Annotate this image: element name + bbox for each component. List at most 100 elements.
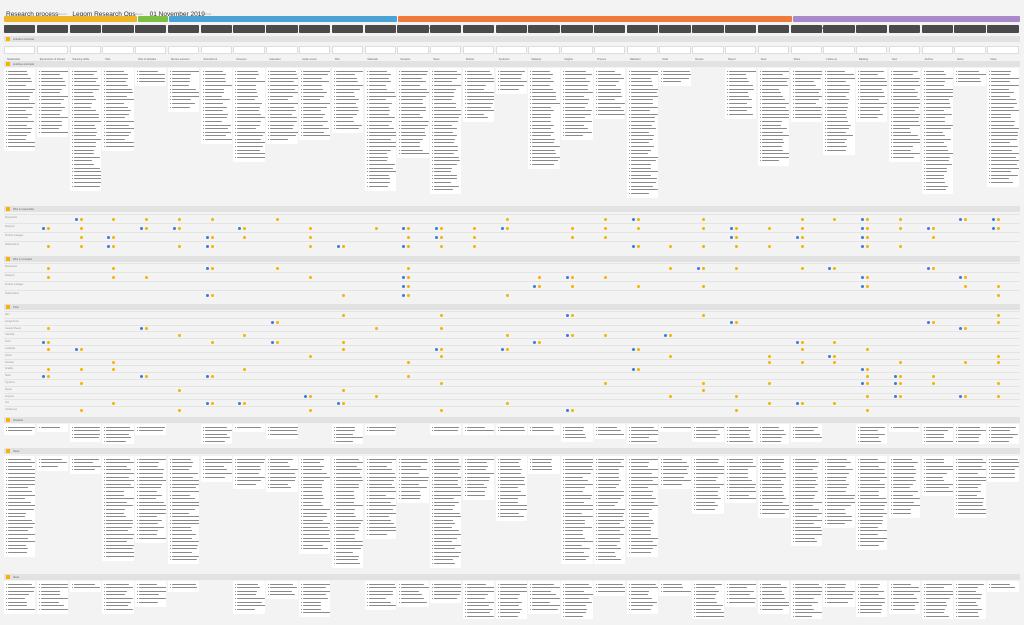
assignment-marker-icon[interactable] xyxy=(730,236,734,239)
step-subheader-9[interactable]: Guide review xyxy=(298,46,331,61)
assignment-marker-icon[interactable] xyxy=(172,227,176,230)
assignment-marker-icon[interactable] xyxy=(828,354,832,358)
assignment-marker-icon[interactable] xyxy=(893,395,897,399)
assignment-marker-icon[interactable] xyxy=(341,245,345,248)
sticky-note[interactable] xyxy=(921,68,954,195)
sticky-note[interactable] xyxy=(69,68,101,191)
assignment-marker-icon[interactable] xyxy=(833,361,837,365)
sticky-note[interactable] xyxy=(266,424,298,439)
assignment-marker-icon[interactable] xyxy=(341,313,345,317)
assignment-marker-icon[interactable] xyxy=(407,285,411,288)
step-subheader-16[interactable]: Mapping xyxy=(528,46,560,61)
step-subheader-11[interactable]: Materials xyxy=(364,46,396,61)
step-header-25[interactable]: Follow up xyxy=(823,25,855,39)
assignment-marker-icon[interactable] xyxy=(402,276,406,279)
assignment-marker-icon[interactable] xyxy=(407,294,411,297)
assignment-marker-icon[interactable] xyxy=(866,409,870,413)
assignment-marker-icon[interactable] xyxy=(669,395,673,399)
assignment-marker-icon[interactable] xyxy=(931,267,935,270)
lane-header-notes[interactable]: Notes xyxy=(4,448,1020,454)
assignment-marker-icon[interactable] xyxy=(735,395,739,399)
assignment-marker-icon[interactable] xyxy=(374,395,378,399)
assignment-marker-icon[interactable] xyxy=(931,381,935,385)
sticky-note[interactable] xyxy=(593,456,626,565)
sticky-note[interactable] xyxy=(921,424,954,444)
sticky-note[interactable] xyxy=(462,456,495,500)
assignment-marker-icon[interactable] xyxy=(440,381,444,385)
sticky-note[interactable] xyxy=(135,456,167,543)
sticky-note[interactable] xyxy=(954,581,986,619)
step-header-26[interactable]: Backlog xyxy=(856,25,888,39)
sticky-note[interactable] xyxy=(790,424,822,443)
assignment-marker-icon[interactable] xyxy=(112,276,116,279)
sticky-note[interactable] xyxy=(528,424,560,436)
assignment-marker-icon[interactable] xyxy=(997,354,1001,358)
assignment-marker-icon[interactable] xyxy=(566,276,570,279)
assignment-marker-icon[interactable] xyxy=(308,236,312,239)
step-header-0[interactable]: Identifying the problem xyxy=(4,25,36,39)
step-header-13[interactable]: Note taking xyxy=(430,25,462,39)
assignment-marker-icon[interactable] xyxy=(997,227,1001,230)
sticky-note[interactable] xyxy=(888,581,921,614)
assignment-marker-icon[interactable] xyxy=(308,354,312,358)
sticky-note[interactable] xyxy=(790,68,822,123)
phase-presentation[interactable]: Presentation of Findings xyxy=(793,16,1020,30)
sticky-note[interactable] xyxy=(987,456,1019,482)
assignment-marker-icon[interactable] xyxy=(795,341,799,345)
sticky-note[interactable] xyxy=(659,68,691,87)
sticky-note[interactable] xyxy=(331,456,364,568)
assignment-marker-icon[interactable] xyxy=(303,395,307,399)
assignment-marker-icon[interactable] xyxy=(931,320,935,324)
assignment-marker-icon[interactable] xyxy=(505,402,509,406)
step-subheader-18[interactable]: Themes xyxy=(593,46,626,61)
assignment-marker-icon[interactable] xyxy=(702,388,706,392)
assignment-marker-icon[interactable] xyxy=(795,236,799,239)
assignment-marker-icon[interactable] xyxy=(440,236,444,239)
assignment-marker-icon[interactable] xyxy=(800,227,804,230)
assignment-marker-icon[interactable] xyxy=(702,245,706,248)
step-subheader-2[interactable]: Planning drafts xyxy=(69,46,101,61)
step-header-7[interactable]: Participant screening xyxy=(233,25,265,39)
sticky-note[interactable] xyxy=(954,68,986,87)
assignment-marker-icon[interactable] xyxy=(664,334,668,338)
assignment-marker-icon[interactable] xyxy=(702,267,706,270)
sticky-note[interactable] xyxy=(888,456,921,518)
assignment-marker-icon[interactable] xyxy=(669,334,673,338)
sticky-note[interactable] xyxy=(561,68,593,141)
assignment-marker-icon[interactable] xyxy=(107,245,111,248)
sticky-note[interactable] xyxy=(430,456,462,568)
assignment-marker-icon[interactable] xyxy=(795,402,799,406)
assignment-marker-icon[interactable] xyxy=(205,267,209,270)
sticky-note[interactable] xyxy=(823,68,855,155)
step-subheader-12[interactable]: Sessions xyxy=(397,46,429,61)
assignment-marker-icon[interactable] xyxy=(964,285,968,288)
sticky-note[interactable] xyxy=(462,68,495,123)
sticky-note[interactable] xyxy=(4,424,36,436)
assignment-marker-icon[interactable] xyxy=(46,276,50,279)
assignment-marker-icon[interactable] xyxy=(964,276,968,279)
assignment-marker-icon[interactable] xyxy=(800,402,804,406)
sticky-note[interactable] xyxy=(36,456,69,471)
assignment-marker-icon[interactable] xyxy=(926,320,930,324)
sticky-note[interactable] xyxy=(102,456,134,561)
sticky-note[interactable] xyxy=(528,68,560,170)
assignment-marker-icon[interactable] xyxy=(800,361,804,365)
assignment-marker-icon[interactable] xyxy=(472,245,476,248)
step-header-14[interactable]: Debriefs xyxy=(462,25,495,39)
sticky-note[interactable] xyxy=(987,424,1019,444)
sticky-note[interactable] xyxy=(790,581,822,619)
assignment-marker-icon[interactable] xyxy=(402,227,406,230)
sticky-note[interactable] xyxy=(954,424,986,444)
assignment-marker-icon[interactable] xyxy=(308,276,312,279)
assignment-marker-icon[interactable] xyxy=(735,267,739,270)
assignment-marker-icon[interactable] xyxy=(893,381,897,385)
assignment-marker-icon[interactable] xyxy=(702,313,706,317)
assignment-marker-icon[interactable] xyxy=(402,245,406,248)
assignment-marker-icon[interactable] xyxy=(308,409,312,413)
assignment-marker-icon[interactable] xyxy=(636,347,640,351)
assignment-marker-icon[interactable] xyxy=(861,368,865,372)
assignment-marker-icon[interactable] xyxy=(407,267,411,270)
assignment-marker-icon[interactable] xyxy=(238,227,242,230)
step-subheader-29[interactable]: Retro xyxy=(954,46,986,61)
assignment-marker-icon[interactable] xyxy=(505,227,509,230)
